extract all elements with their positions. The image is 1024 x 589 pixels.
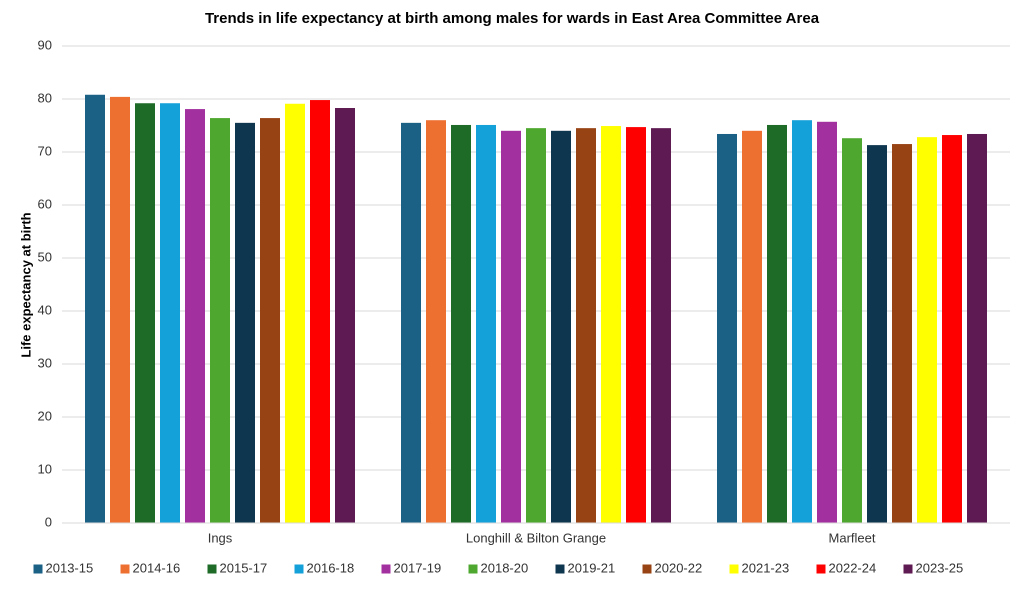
y-tick-label: 40: [38, 302, 52, 317]
legend-swatch: [903, 564, 913, 574]
bar: [717, 133, 737, 524]
bar: [501, 130, 521, 524]
legend-label: 2016-18: [307, 560, 355, 575]
legend-label: 2022-24: [829, 560, 877, 575]
legend-swatch: [729, 564, 739, 574]
bar: [942, 135, 962, 524]
legend-label: 2021-23: [742, 560, 790, 575]
bar: [551, 130, 571, 524]
bar: [526, 128, 546, 523]
y-tick-label: 90: [38, 37, 52, 52]
x-tick-label: Marfleet: [829, 530, 876, 545]
legend-label: 2018-20: [481, 560, 529, 575]
y-tick-label: 30: [38, 355, 52, 370]
legend-swatch: [468, 564, 478, 574]
bar: [426, 120, 446, 523]
bar: [85, 94, 105, 523]
legend-swatch: [381, 564, 391, 574]
y-axis-label: Life expectancy at birth: [18, 212, 33, 357]
bar: [335, 108, 355, 523]
bar: [576, 128, 596, 523]
legend-swatch: [207, 564, 217, 574]
y-tick-label: 80: [38, 90, 52, 105]
bar: [967, 133, 987, 524]
bar: [135, 103, 155, 524]
legend-swatch: [555, 564, 565, 574]
bar: [160, 103, 180, 524]
bar: [110, 96, 130, 523]
bar: [742, 130, 762, 524]
bar: [451, 124, 471, 523]
bar: [651, 128, 671, 523]
bar: [235, 122, 255, 523]
legend-swatch: [816, 564, 826, 574]
legend-swatch: [33, 564, 43, 574]
legend-label: 2020-22: [655, 560, 703, 575]
bar: [917, 137, 937, 523]
y-tick-label: 10: [38, 461, 52, 476]
bar: [601, 126, 621, 523]
bar: [626, 127, 646, 523]
bar: [867, 145, 887, 524]
y-tick-label: 50: [38, 249, 52, 264]
x-tick-label: Ings: [208, 530, 233, 545]
x-tick-label: Longhill & Bilton Grange: [466, 530, 606, 545]
y-tick-label: 60: [38, 196, 52, 211]
bar: [767, 124, 787, 523]
bar: [401, 122, 421, 523]
y-tick-label: 20: [38, 408, 52, 423]
legend-label: 2019-21: [568, 560, 616, 575]
bar: [185, 109, 205, 523]
bar: [310, 100, 330, 523]
bar: [260, 118, 280, 523]
legend-label: 2015-17: [220, 560, 268, 575]
legend-label: 2023-25: [916, 560, 964, 575]
bar: [792, 120, 812, 523]
y-tick-label: 70: [38, 143, 52, 158]
bar: [210, 118, 230, 523]
bar: [817, 121, 837, 523]
legend-swatch: [120, 564, 130, 574]
chart-title: Trends in life expectancy at birth among…: [205, 10, 820, 27]
y-tick-label: 0: [45, 514, 52, 529]
bar: [285, 103, 305, 524]
legend-label: 2014-16: [133, 560, 181, 575]
legend-swatch: [642, 564, 652, 574]
legend-label: 2017-19: [394, 560, 442, 575]
bar: [476, 124, 496, 523]
legend-label: 2013-15: [46, 560, 94, 575]
bar: [892, 144, 912, 524]
legend-swatch: [294, 564, 304, 574]
bar: [842, 138, 862, 523]
